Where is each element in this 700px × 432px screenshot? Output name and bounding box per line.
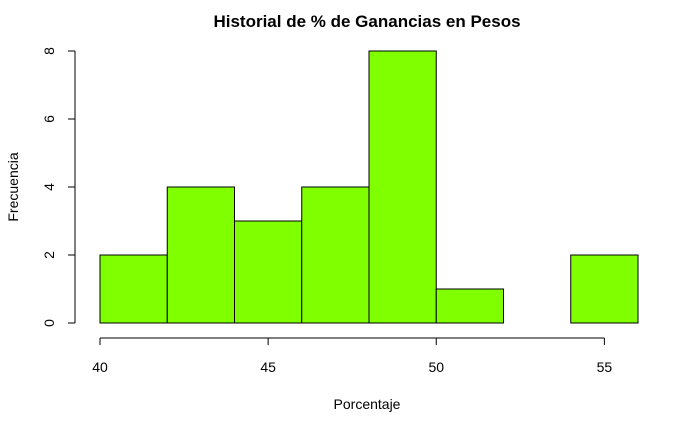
- x-tick-label: 50: [428, 359, 444, 375]
- chart-title: Historial de % de Ganancias en Pesos: [213, 12, 520, 31]
- histogram-bar-0: [99, 254, 168, 324]
- x-axis: 40 45 50 55: [92, 337, 613, 375]
- y-axis-label: Frecuencia: [5, 152, 21, 221]
- x-axis-label: Porcentaje: [334, 396, 401, 412]
- histogram-bar-5: [435, 288, 504, 324]
- x-tick-label: 55: [597, 359, 613, 375]
- bars-group: [99, 50, 639, 324]
- x-tick-label: 40: [92, 359, 108, 375]
- y-tick-label: 8: [41, 47, 57, 55]
- y-tick-label: 6: [41, 115, 57, 123]
- y-axis: 0 2 4 6 8: [41, 47, 76, 327]
- histogram-bar-7: [570, 254, 639, 324]
- histogram-bar-1: [166, 186, 235, 324]
- histogram-bar-3: [301, 186, 370, 324]
- histogram-bar-2: [234, 220, 303, 324]
- y-tick-label: 2: [41, 251, 57, 259]
- y-tick-label: 4: [41, 183, 57, 191]
- histogram-bar-4: [368, 50, 437, 324]
- y-tick-label: 0: [41, 319, 57, 327]
- x-tick-label: 45: [260, 359, 276, 375]
